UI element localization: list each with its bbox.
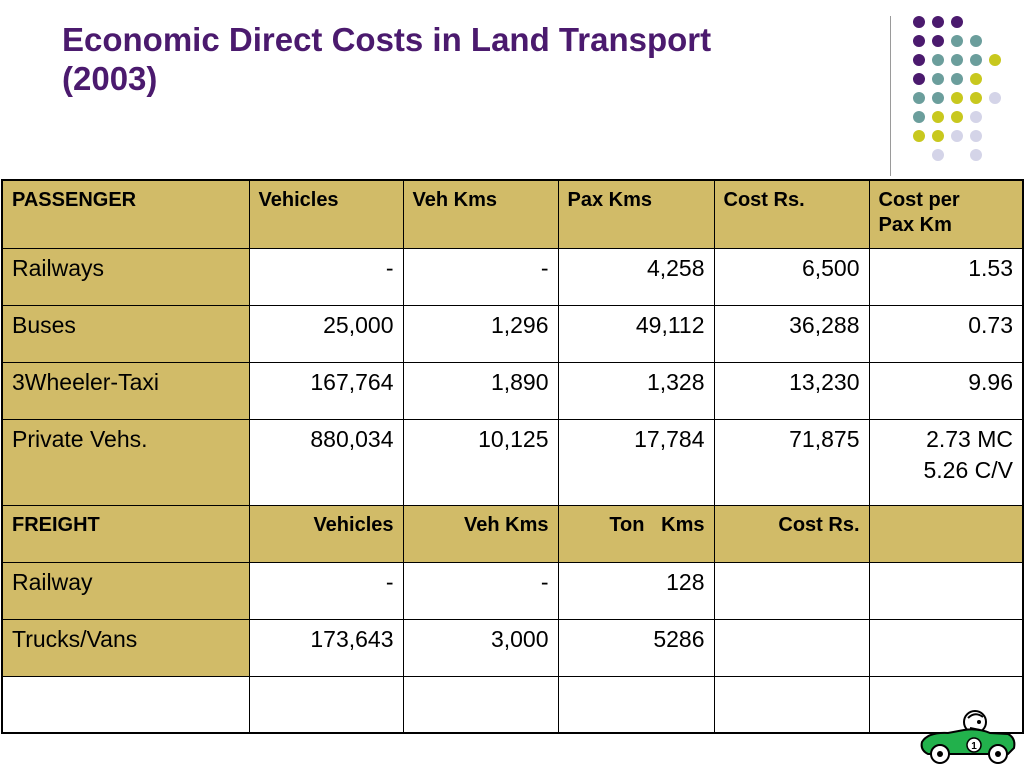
row-label-private-vehs: Private Vehs. [1, 418, 250, 506]
cell-veh-kms: - [402, 247, 559, 306]
row-label-railway: Railway [1, 561, 250, 620]
cost-per-cv: 5.26 C/V [923, 456, 1014, 483]
freight-header-veh-kms: Veh Kms [402, 504, 559, 563]
table-row: 3Wheeler-Taxi 167,764 1,890 1,328 13,230… [1, 361, 1024, 420]
row-label-3wheeler-taxi: 3Wheeler-Taxi [1, 361, 250, 420]
table-row: Trucks/Vans 173,643 3,000 5286 [1, 618, 1024, 677]
cell-empty [713, 675, 870, 734]
cell-cost: 13,230 [713, 361, 870, 420]
title-line-2: (2003) [62, 60, 158, 97]
cell-pax-kms: 4,258 [557, 247, 715, 306]
slide-title: Economic Direct Costs in Land Transport … [62, 20, 862, 98]
table-row: Railway - - 128 [1, 561, 1024, 620]
freight-header-cost: Cost Rs. [713, 504, 870, 563]
header-pax-kms: Pax Kms [557, 179, 715, 249]
freight-header-vehicles: Vehicles [248, 504, 404, 563]
cell-vehicles: 167,764 [248, 361, 404, 420]
header-vehicles: Vehicles [248, 179, 404, 249]
cell-empty [402, 675, 559, 734]
cell-pax-kms: 17,784 [557, 418, 715, 506]
freight-header-empty [868, 504, 1024, 563]
cell-cost: 6,500 [713, 247, 870, 306]
row-label-railways: Railways [1, 247, 250, 306]
cell-vehicles: 880,034 [248, 418, 404, 506]
divider-line [890, 16, 891, 176]
cell-vehicles: 173,643 [248, 618, 404, 677]
cost-per-mc: 2.73 MC [926, 425, 1013, 452]
table-row: Private Vehs. 880,034 10,125 17,784 71,8… [1, 418, 1024, 506]
freight-header: FREIGHT [1, 504, 250, 563]
cell-vehicles: 25,000 [248, 304, 404, 363]
table-row: Railways - - 4,258 6,500 1.53 [1, 247, 1024, 306]
cell-empty [713, 561, 870, 620]
cell-veh-kms: 1,296 [402, 304, 559, 363]
passenger-header-row: PASSENGER Vehicles Veh Kms Pax Kms Cost … [1, 179, 1024, 249]
cell-vehicles: - [248, 247, 404, 306]
cell-cost-per: 0.73 [868, 304, 1024, 363]
passenger-header: PASSENGER [1, 179, 250, 249]
title-line-1: Economic Direct Costs in Land Transport [62, 21, 712, 58]
cell-empty [248, 675, 404, 734]
cell-veh-kms: 3,000 [402, 618, 559, 677]
row-label-trucks-vans: Trucks/Vans [1, 618, 250, 677]
cell-ton-kms: 5286 [557, 618, 715, 677]
row-label-buses: Buses [1, 304, 250, 363]
table-row: Buses 25,000 1,296 49,112 36,288 0.73 [1, 304, 1024, 363]
cost-table: PASSENGER Vehicles Veh Kms Pax Kms Cost … [1, 179, 1024, 734]
freight-header-row: FREIGHT Vehicles Veh Kms Ton Kms Cost Rs… [1, 504, 1024, 563]
cell-cost: 71,875 [713, 418, 870, 506]
cell-cost-per: 1.53 [868, 247, 1024, 306]
cell-veh-kms: - [402, 561, 559, 620]
cell-pax-kms: 1,328 [557, 361, 715, 420]
cell-empty [868, 675, 1024, 734]
header-veh-kms: Veh Kms [402, 179, 559, 249]
table-row-empty [1, 675, 1024, 734]
dot-pattern [913, 16, 1001, 161]
cell-empty [868, 561, 1024, 620]
cell-cost-per: 9.96 [868, 361, 1024, 420]
cell-veh-kms: 1,890 [402, 361, 559, 420]
car-number: 1 [971, 741, 977, 752]
header-cost-per-line-1: Cost per [878, 189, 960, 211]
freight-header-ton-kms: Ton Kms [557, 504, 715, 563]
cell-veh-kms: 10,125 [402, 418, 559, 506]
header-cost: Cost Rs. [713, 179, 870, 249]
cell-vehicles: - [248, 561, 404, 620]
cell-empty [713, 618, 870, 677]
cell-empty [557, 675, 715, 734]
cell-empty [1, 675, 250, 734]
header-cost-per-pax-km: Cost per Pax Km [868, 179, 1024, 249]
header-cost-per-line-2: Pax Km [878, 214, 952, 236]
race-car-icon: 1 [920, 710, 1016, 764]
cell-cost-per: 2.73 MC 5.26 C/V [868, 418, 1024, 506]
cell-cost: 36,288 [713, 304, 870, 363]
cell-pax-kms: 49,112 [557, 304, 715, 363]
cell-empty [868, 618, 1024, 677]
cell-ton-kms: 128 [557, 561, 715, 620]
